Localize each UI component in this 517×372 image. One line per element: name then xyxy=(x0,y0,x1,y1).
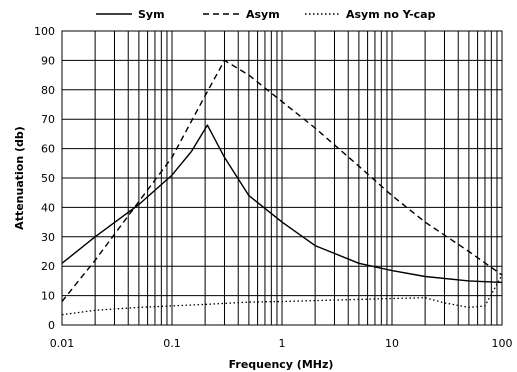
series-line-asym-no-y-cap xyxy=(61,274,503,316)
y-tick-label: 0 xyxy=(48,319,55,332)
y-axis-ticks: 0 10 20 30 40 50 60 70 80 90 100 xyxy=(34,25,55,332)
legend: Sym Asym Asym no Y-cap xyxy=(96,8,436,21)
y-tick-label: 30 xyxy=(41,231,55,244)
x-axis-title: Frequency (MHz) xyxy=(229,358,334,371)
series-lines xyxy=(61,59,503,316)
x-tick-label: 10 xyxy=(385,337,399,350)
y-tick-label: 90 xyxy=(41,54,55,67)
plot-area-border xyxy=(61,30,503,326)
series-line-asym xyxy=(61,59,503,302)
x-axis-ticks: 0.01 0.1 1 10 100 xyxy=(50,337,513,350)
y-tick-label: 20 xyxy=(41,260,55,273)
grid xyxy=(61,30,503,326)
x-tick-label: 100 xyxy=(492,337,513,350)
y-tick-label: 70 xyxy=(41,113,55,126)
y-tick-label: 40 xyxy=(41,201,55,214)
x-tick-label: 0.1 xyxy=(163,337,181,350)
legend-label: Asym no Y-cap xyxy=(346,8,436,21)
y-tick-label: 50 xyxy=(41,172,55,185)
x-tick-label: 1 xyxy=(279,337,286,350)
y-axis-title: Attenuation (db) xyxy=(13,126,26,230)
legend-label: Sym xyxy=(138,8,165,21)
y-tick-label: 10 xyxy=(41,290,55,303)
y-tick-label: 60 xyxy=(41,143,55,156)
legend-label: Asym xyxy=(246,8,280,21)
y-tick-label: 80 xyxy=(41,84,55,97)
y-tick-label: 100 xyxy=(34,25,55,38)
x-tick-label: 0.01 xyxy=(50,337,75,350)
series-line-sym xyxy=(61,124,503,284)
